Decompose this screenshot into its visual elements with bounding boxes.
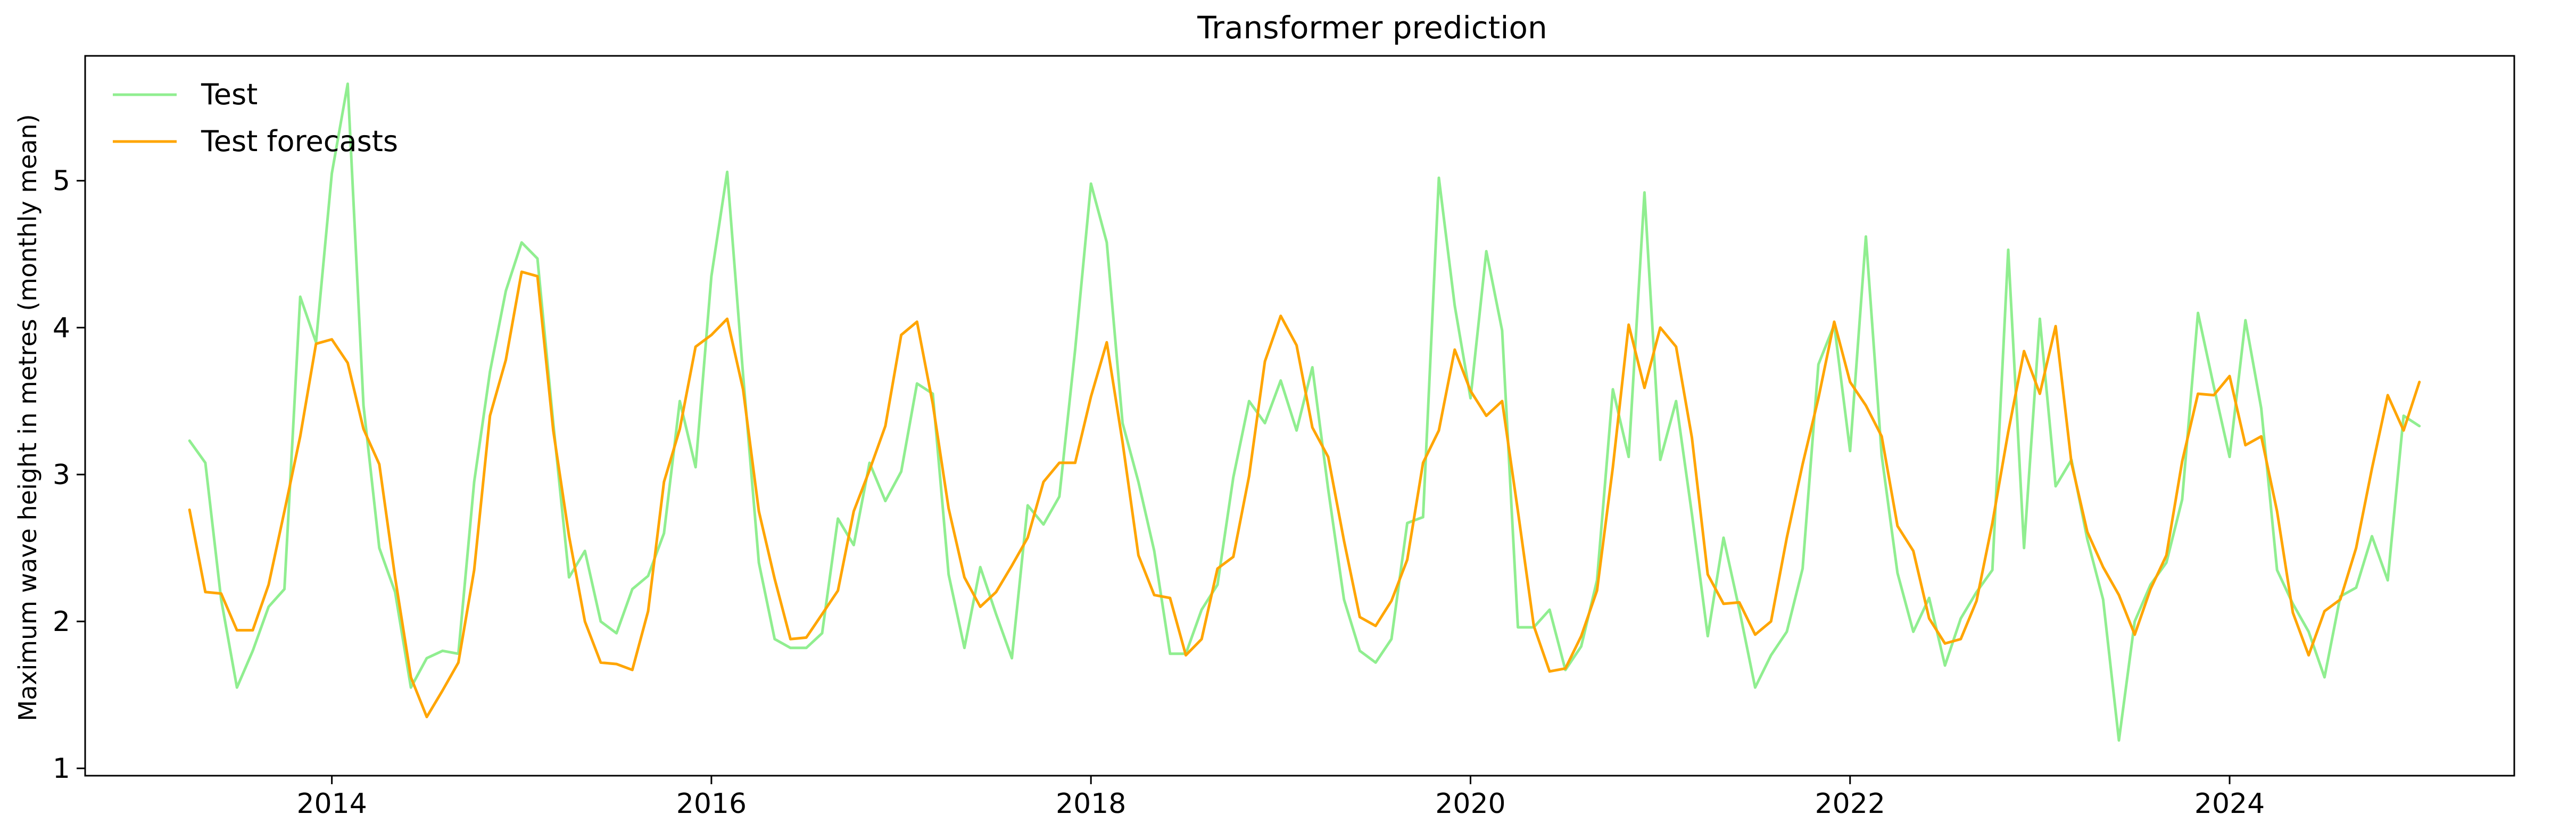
series-line-test-forecasts [188, 270, 2421, 719]
x-tick-label: 2014 [296, 788, 367, 820]
y-tick-label: 2 [53, 606, 70, 638]
x-tick-label: 2024 [2194, 788, 2265, 820]
plot-area [84, 55, 2515, 777]
series-line-test [188, 82, 2421, 742]
x-axis: 2014 2016 2018 2020 2022 2024 [296, 776, 2265, 820]
legend: Test Test forecasts [113, 78, 398, 158]
legend-label-test: Test [201, 78, 258, 111]
series-layer [188, 82, 2421, 742]
x-tick-label: 2016 [676, 788, 747, 820]
plot-frame [84, 55, 2515, 777]
x-tick-label: 2020 [1435, 788, 1505, 820]
x-tick-label: 2022 [1815, 788, 1885, 820]
y-tick-label: 3 [53, 459, 70, 491]
x-tick-label: 2018 [1056, 788, 1126, 820]
y-tick-label: 5 [53, 165, 70, 197]
chart-title: Transformer prediction [1197, 10, 1547, 46]
legend-label-test-forecasts: Test forecasts [201, 124, 398, 158]
y-axis: 1 2 3 4 5 [53, 165, 85, 785]
y-tick-label: 1 [53, 753, 70, 785]
y-axis-label: Maximum wave height in metres (monthly m… [13, 114, 42, 721]
y-tick-label: 4 [53, 312, 70, 344]
